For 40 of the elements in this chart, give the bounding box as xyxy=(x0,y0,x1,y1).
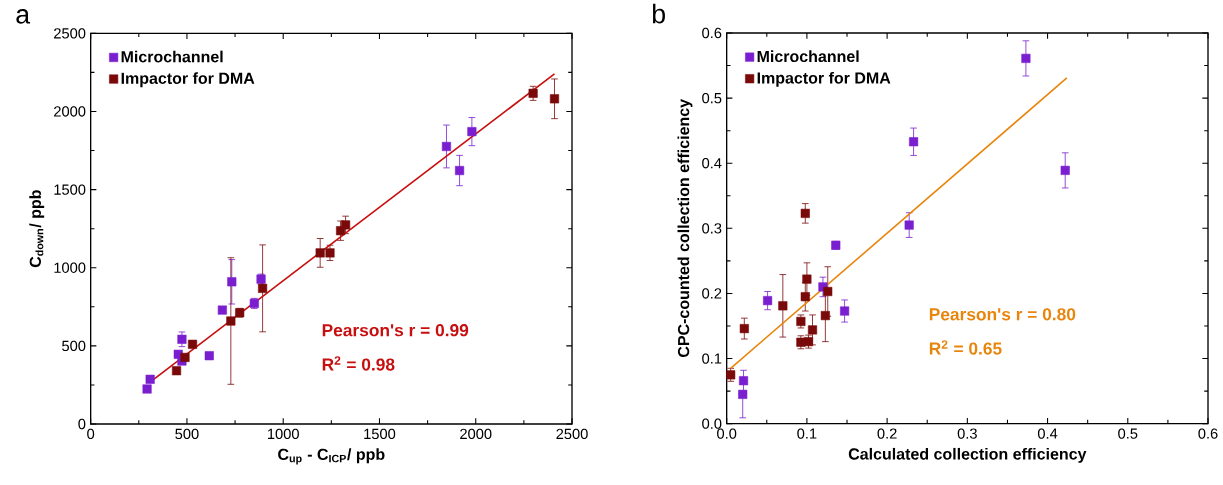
y-tick-label: 2500 xyxy=(54,28,86,39)
y-tick-label: 1500 xyxy=(54,184,86,195)
chart-title: b xyxy=(652,3,665,24)
x-tick-label: 0.1 xyxy=(797,428,817,439)
x-tick-label: 0 xyxy=(87,428,95,440)
x-tick-label: 0.2 xyxy=(877,428,897,439)
y-tick-label: 1000 xyxy=(54,262,86,273)
y-tick-label: 0.2 xyxy=(702,288,722,299)
x-tick-label: 2500 xyxy=(556,428,588,440)
annotation: Pearson's r = 0.99 xyxy=(322,324,469,337)
y-tick-label: 500 xyxy=(62,340,86,352)
chart-title: a xyxy=(16,9,31,24)
y-tick-label: 0.4 xyxy=(702,158,722,169)
x-tick-label: 0.5 xyxy=(1118,428,1138,439)
y-tick-label: 0.6 xyxy=(702,27,722,39)
y-tick-label: 0.0 xyxy=(702,418,722,429)
y-axis-title: C$_{down}$/ ppb xyxy=(29,190,45,268)
annotation: Pearson's r = 0.80 xyxy=(929,308,1076,321)
y-tick-label: 0 xyxy=(78,418,86,430)
y-tick-label: 0.1 xyxy=(702,353,722,364)
x-tick-label: 2000 xyxy=(460,428,492,440)
x-tick-label: 1000 xyxy=(268,428,299,440)
x-axis-title: Calculated collection efficiency xyxy=(848,447,1087,463)
annotation: R$^{2}$ = 0.65 xyxy=(929,340,1002,355)
legend-label: Impactor for DMA xyxy=(121,72,255,88)
x-axis-title: C$_{up}$ - C$_{ICP}$/ ppb xyxy=(278,448,385,465)
x-tick-label: 0.6 xyxy=(1198,428,1218,439)
legend-label: Microchannel xyxy=(121,50,223,63)
x-tick-label: 500 xyxy=(175,428,199,440)
y-tick-label: 2000 xyxy=(54,106,86,117)
y-axis-title: CPC-counted collection efficiency xyxy=(677,99,693,358)
legend-label: Microchannel xyxy=(757,50,859,63)
x-tick-label: 0.0 xyxy=(717,428,737,439)
y-tick-label: 0.3 xyxy=(702,223,722,234)
x-tick-label: 1500 xyxy=(364,428,396,440)
x-tick-label: 0.4 xyxy=(1037,428,1058,439)
annotation: R$^{2}$ = 0.98 xyxy=(322,356,395,371)
legend-label: Impactor for DMA xyxy=(757,71,891,87)
x-tick-label: 0.3 xyxy=(957,428,977,439)
y-tick-label: 0.5 xyxy=(702,92,722,104)
